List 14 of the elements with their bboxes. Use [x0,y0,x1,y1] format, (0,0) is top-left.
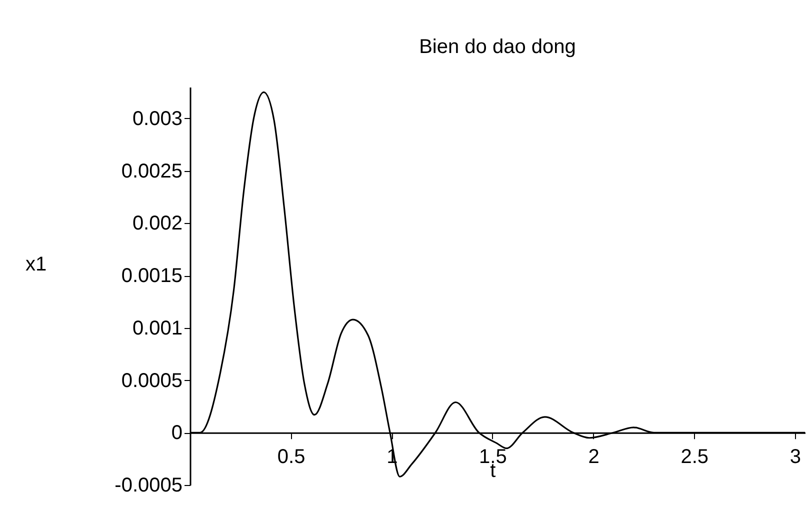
chart-title: Bien do dao dong [419,36,576,58]
y-axis-title: x1 [26,254,47,276]
x-tick-label: 2.5 [680,446,709,468]
y-tick-label: 0 [171,422,182,444]
y-tick-label: 0.003 [132,108,182,130]
x-tick-label: 3 [790,446,801,468]
y-tick-label: 0.002 [132,212,182,235]
x-tick-label: 0.5 [277,446,306,468]
y-tick-label: -0.0005 [114,474,182,496]
x-tick-label: 2 [588,446,600,468]
y-tick-label: 0.0025 [121,160,182,182]
y-tick-label: 0.001 [132,317,182,340]
y-tick-label: 0.0005 [121,370,182,392]
y-tick-label: 0.0015 [121,265,182,288]
